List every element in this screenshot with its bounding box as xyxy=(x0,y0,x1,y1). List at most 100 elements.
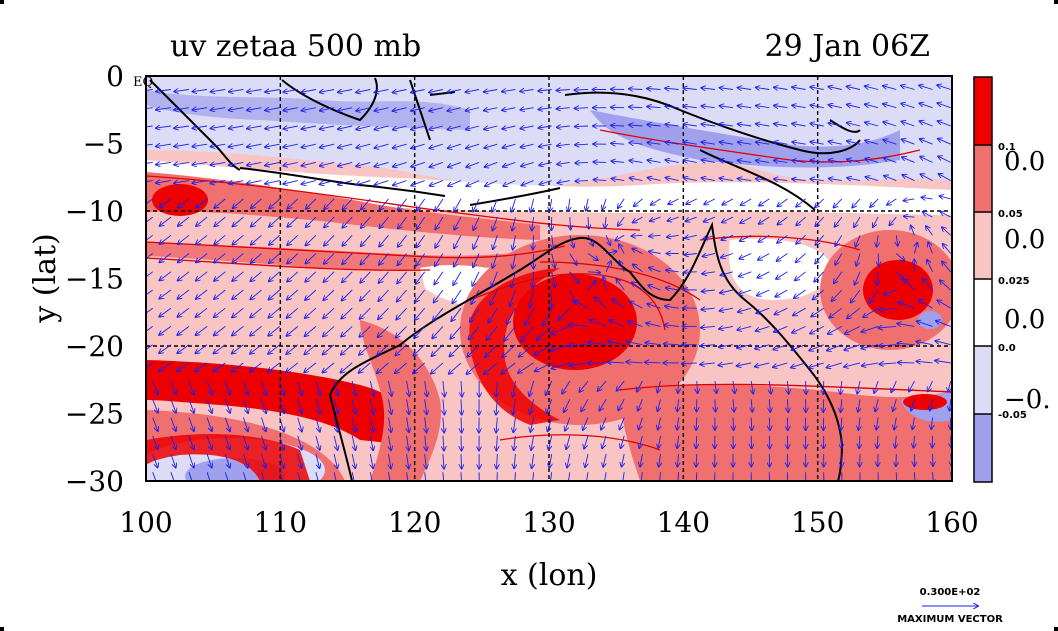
wind-vector xyxy=(229,126,244,129)
wind-vector xyxy=(283,144,298,147)
wind-vector xyxy=(751,399,752,412)
wind-vector xyxy=(323,344,335,355)
wind-vector xyxy=(634,198,643,206)
wind-vector xyxy=(919,85,933,90)
wind-vector xyxy=(880,363,897,364)
wind-vector xyxy=(306,234,317,245)
wind-vector xyxy=(493,216,498,230)
wind-vector xyxy=(841,435,842,449)
wind-vector xyxy=(664,325,679,327)
wind-vector xyxy=(919,103,933,109)
wind-vector xyxy=(146,216,153,226)
wind-vector xyxy=(568,472,570,481)
wind-vector xyxy=(379,198,389,210)
wind-vector xyxy=(777,253,788,262)
wind-vector xyxy=(570,217,571,229)
wind-vector xyxy=(188,453,194,468)
wind-vector xyxy=(738,160,752,162)
wind-vector xyxy=(170,380,176,395)
wind-vector xyxy=(492,253,498,269)
wind-vector xyxy=(356,125,371,129)
wind-vector xyxy=(810,142,824,145)
wind-vector xyxy=(896,235,897,246)
wind-vector xyxy=(928,242,933,254)
wind-vector xyxy=(618,216,625,226)
wind-vector xyxy=(378,289,389,301)
wind-vector xyxy=(841,417,842,431)
wind-vector xyxy=(792,179,806,181)
wind-vector xyxy=(196,234,208,244)
australia-coast xyxy=(328,221,844,481)
wind-vector xyxy=(224,380,230,395)
wind-vector xyxy=(569,271,579,283)
wind-vector xyxy=(701,88,715,90)
wind-vector xyxy=(739,271,752,277)
wind-vector xyxy=(865,140,879,145)
wind-vector xyxy=(815,235,825,245)
wind-vector xyxy=(666,270,679,272)
wind-vector xyxy=(283,108,298,111)
wind-vector xyxy=(935,341,951,346)
wind-vector xyxy=(417,216,426,229)
wind-vector xyxy=(146,198,153,208)
wind-vector xyxy=(938,156,951,163)
wind-vector xyxy=(320,180,335,185)
wind-vector xyxy=(370,435,373,450)
wind-vector xyxy=(485,161,498,167)
wind-vector xyxy=(424,472,427,481)
wind-vector xyxy=(647,160,661,162)
wind-vector xyxy=(242,435,247,450)
wind-vector xyxy=(702,290,715,292)
wind-vector xyxy=(229,144,244,147)
wind-vector xyxy=(795,271,806,281)
wind-vector xyxy=(530,289,535,307)
wind-vector xyxy=(938,139,951,145)
wind-vector xyxy=(160,198,172,208)
wind-vector xyxy=(557,162,570,164)
wind-vector xyxy=(806,381,807,394)
wind-vector xyxy=(696,435,697,448)
wind-vector xyxy=(558,181,570,183)
wind-vector xyxy=(473,198,480,212)
wind-vector xyxy=(177,326,190,335)
colorbar-swatch-strong-pos xyxy=(974,77,992,145)
wind-vector xyxy=(902,139,915,145)
wind-vector xyxy=(933,453,934,466)
wind-vector xyxy=(211,108,226,110)
wind-vector xyxy=(229,108,244,111)
wind-vector xyxy=(178,216,190,226)
wind-vector xyxy=(629,160,643,162)
wind-vector xyxy=(719,345,734,347)
map-timestamp: 29 Jan 06Z xyxy=(765,29,931,64)
wind-vector xyxy=(575,108,589,109)
wind-vector xyxy=(174,126,190,128)
wind-vector xyxy=(769,417,770,431)
wind-vector xyxy=(777,234,788,243)
wind-vector xyxy=(156,90,171,92)
wind-vector xyxy=(265,144,280,147)
wind-vector xyxy=(305,253,317,264)
wind-vector xyxy=(510,289,516,306)
wind-vector xyxy=(447,90,462,93)
wind-vector xyxy=(229,90,244,92)
wind-vector xyxy=(647,125,661,127)
wind-vector xyxy=(152,435,158,449)
wind-vector xyxy=(619,244,625,254)
colorbar-label-3: 0.025 xyxy=(998,276,1030,287)
wind-vector xyxy=(696,472,697,481)
wind-vector xyxy=(352,453,355,468)
wind-vector xyxy=(393,143,407,148)
wind-vector xyxy=(251,234,262,245)
wind-vector xyxy=(878,326,897,328)
wind-vector xyxy=(206,435,212,450)
wind-vector xyxy=(469,326,480,339)
wind-vector xyxy=(443,399,444,414)
wind-vector xyxy=(206,453,212,468)
wind-vector xyxy=(791,362,806,368)
wind-vector xyxy=(605,235,610,245)
wind-vector xyxy=(937,300,951,309)
wind-vector xyxy=(576,181,589,182)
wind-vector xyxy=(531,198,534,212)
wind-vector xyxy=(177,344,190,354)
wind-vector xyxy=(247,126,262,129)
